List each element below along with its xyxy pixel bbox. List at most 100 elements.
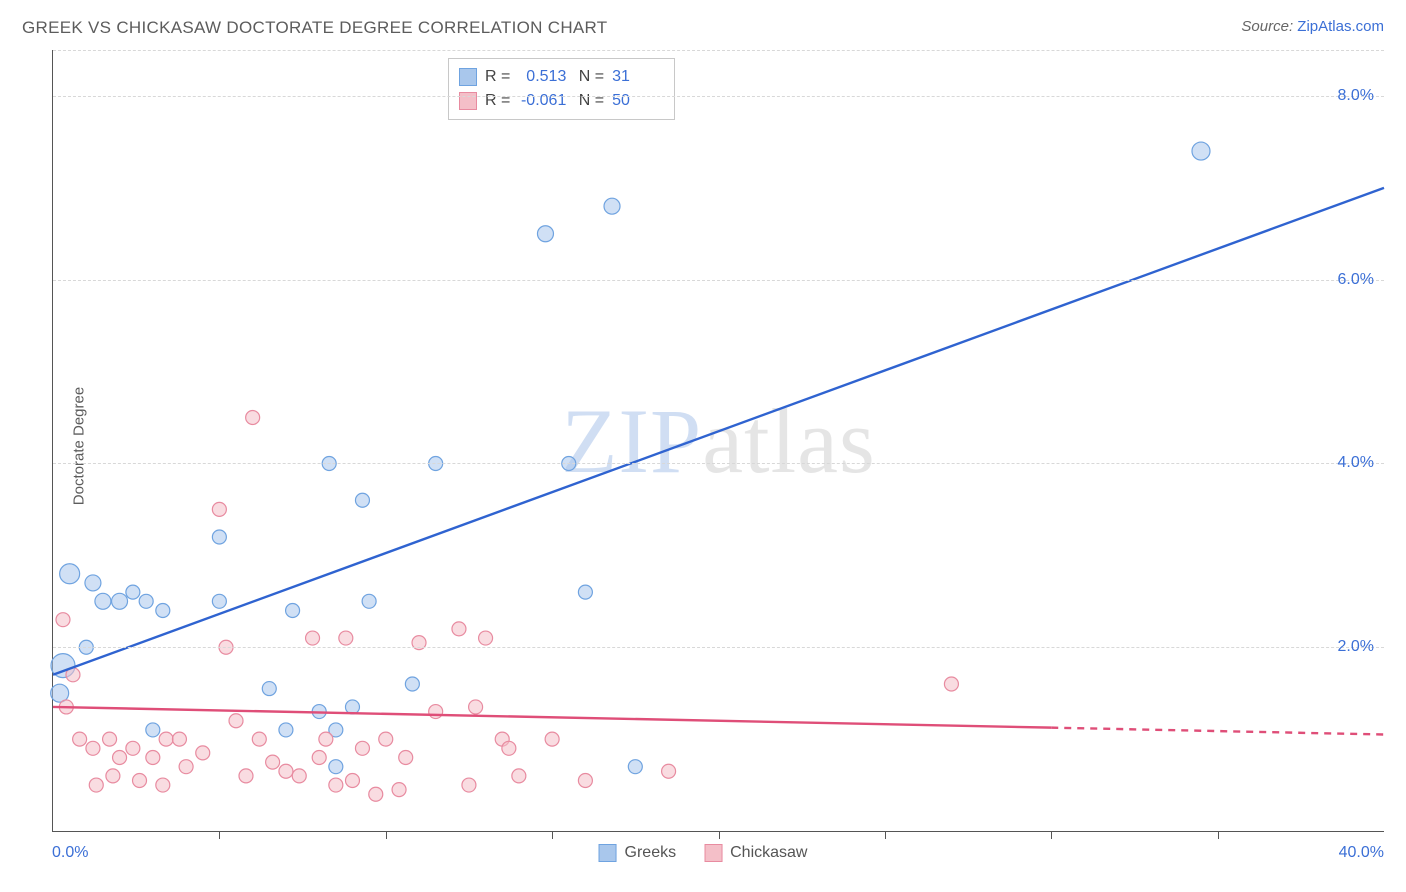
data-point: [578, 585, 592, 599]
data-point: [89, 778, 103, 792]
data-point: [462, 778, 476, 792]
plot-area: ZIPatlas R =0.513 N =31R =-0.061 N =50 2…: [52, 50, 1384, 832]
stat-n-label: N =: [574, 65, 604, 89]
y-tick-label: 4.0%: [1338, 454, 1374, 472]
x-tick-label: 40.0%: [1339, 844, 1384, 862]
x-tick-label: 0.0%: [52, 844, 88, 862]
legend-label: Chickasaw: [730, 844, 807, 862]
bottom-legend: Greeks Chickasaw: [599, 844, 808, 862]
data-point: [405, 677, 419, 691]
data-point: [479, 631, 493, 645]
data-point: [604, 198, 620, 214]
data-point: [212, 530, 226, 544]
data-point: [292, 769, 306, 783]
x-tick: [1051, 831, 1052, 839]
data-point: [469, 700, 483, 714]
source-prefix: Source:: [1241, 18, 1297, 35]
data-point: [156, 603, 170, 617]
legend-item: Chickasaw: [704, 844, 807, 862]
stat-r-value: 0.513: [518, 65, 566, 89]
x-tick: [1218, 831, 1219, 839]
gridline: [53, 50, 1384, 51]
data-point: [112, 593, 128, 609]
data-point: [103, 732, 117, 746]
data-point: [266, 755, 280, 769]
data-point: [279, 764, 293, 778]
legend-swatch: [459, 92, 477, 110]
data-point: [662, 764, 676, 778]
data-point: [139, 594, 153, 608]
data-point: [60, 564, 80, 584]
data-point: [1192, 142, 1210, 160]
data-point: [113, 750, 127, 764]
data-point: [126, 585, 140, 599]
data-point: [502, 741, 516, 755]
data-point: [319, 732, 333, 746]
trend-line: [53, 707, 1051, 728]
gridline: [53, 463, 1384, 464]
data-point: [339, 631, 353, 645]
scatter-plot-svg: [53, 50, 1384, 831]
data-point: [345, 700, 359, 714]
data-point: [246, 411, 260, 425]
data-point: [212, 594, 226, 608]
data-point: [379, 732, 393, 746]
data-point: [179, 760, 193, 774]
data-point: [578, 773, 592, 787]
data-point: [106, 769, 120, 783]
y-tick-label: 8.0%: [1338, 87, 1374, 105]
data-point: [86, 741, 100, 755]
data-point: [329, 760, 343, 774]
legend-swatch: [459, 68, 477, 86]
data-point: [944, 677, 958, 691]
data-point: [262, 682, 276, 696]
stat-n-value: 31: [612, 65, 660, 89]
data-point: [392, 783, 406, 797]
source-attribution: Source: ZipAtlas.com: [1241, 18, 1384, 35]
x-tick: [552, 831, 553, 839]
data-point: [172, 732, 186, 746]
data-point: [355, 493, 369, 507]
data-point: [133, 773, 147, 787]
data-point: [156, 778, 170, 792]
gridline: [53, 280, 1384, 281]
data-point: [545, 732, 559, 746]
x-tick: [885, 831, 886, 839]
data-point: [345, 773, 359, 787]
data-point: [306, 631, 320, 645]
data-point: [512, 769, 526, 783]
data-point: [355, 741, 369, 755]
data-point: [429, 705, 443, 719]
stats-legend-box: R =0.513 N =31R =-0.061 N =50: [448, 58, 675, 120]
data-point: [399, 750, 413, 764]
data-point: [159, 732, 173, 746]
data-point: [85, 575, 101, 591]
x-tick: [719, 831, 720, 839]
x-tick: [386, 831, 387, 839]
data-point: [126, 741, 140, 755]
data-point: [95, 593, 111, 609]
data-point: [329, 778, 343, 792]
trend-line-dashed: [1051, 728, 1384, 735]
data-point: [196, 746, 210, 760]
stat-r-label: R =: [485, 65, 510, 89]
gridline: [53, 647, 1384, 648]
data-point: [146, 723, 160, 737]
stat-r-label: R =: [485, 89, 510, 113]
legend-item: Greeks: [599, 844, 677, 862]
stats-row: R = 0.513 N = 31: [459, 65, 660, 89]
data-point: [279, 723, 293, 737]
data-point: [229, 714, 243, 728]
chart-title: GREEK VS CHICKASAW DOCTORATE DEGREE CORR…: [22, 18, 607, 38]
stat-n-label: N =: [574, 89, 604, 113]
x-tick: [219, 831, 220, 839]
data-point: [56, 613, 70, 627]
trend-line: [53, 188, 1384, 675]
data-point: [73, 732, 87, 746]
legend-swatch: [599, 844, 617, 862]
stats-row: R =-0.061 N =50: [459, 89, 660, 113]
source-link[interactable]: ZipAtlas.com: [1297, 18, 1384, 35]
data-point: [628, 760, 642, 774]
stat-n-value: 50: [612, 89, 660, 113]
data-point: [239, 769, 253, 783]
